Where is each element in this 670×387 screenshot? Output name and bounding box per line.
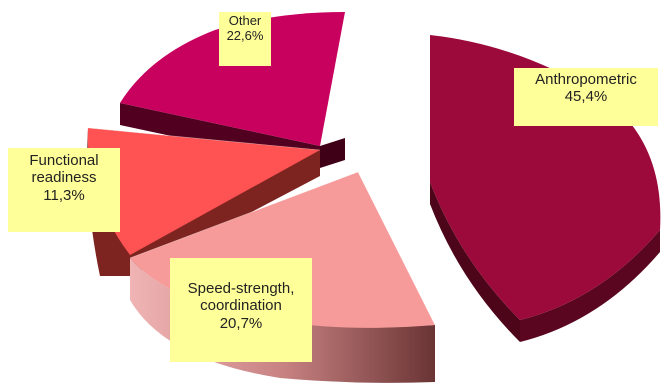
- data-label-functional-readiness: Functional readiness 11,3%: [8, 148, 120, 232]
- slice-other-top: [120, 12, 345, 146]
- slice-anthropometric-side: [430, 182, 520, 342]
- data-label-other: Other 22,6%: [219, 12, 271, 66]
- slice-functional-readiness: [87, 128, 320, 276]
- slice-anthropometric-rim: [520, 230, 660, 342]
- slice-functional-top: [87, 128, 320, 255]
- slice-other-side-right: [320, 138, 345, 168]
- data-label-speed-strength: Speed-strength, coordination 20,7%: [170, 258, 312, 362]
- data-label-anthropometric: Anthropometric 45,4%: [514, 68, 658, 126]
- slice-edges: [87, 127, 436, 326]
